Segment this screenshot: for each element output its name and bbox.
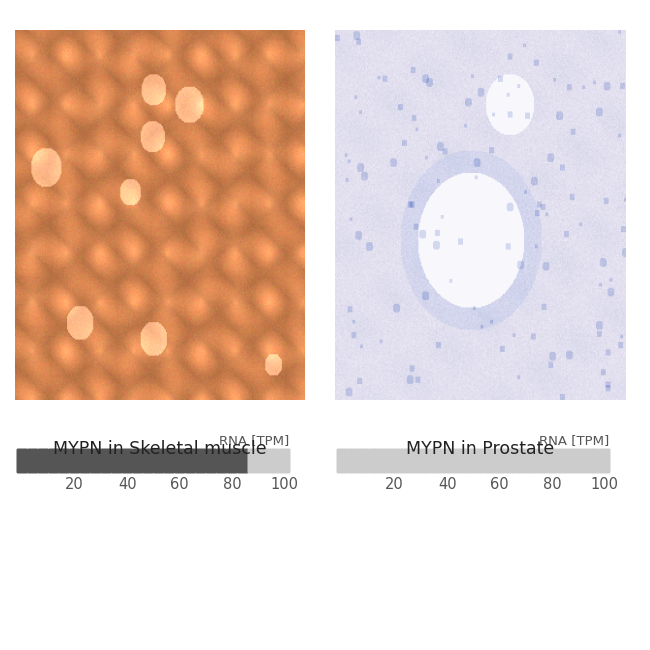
FancyBboxPatch shape <box>279 448 291 473</box>
FancyBboxPatch shape <box>567 448 579 473</box>
Text: RNA [TPM]: RNA [TPM] <box>219 434 289 447</box>
FancyBboxPatch shape <box>378 448 390 473</box>
FancyBboxPatch shape <box>111 448 122 473</box>
Text: 100: 100 <box>591 477 619 492</box>
FancyBboxPatch shape <box>174 448 185 473</box>
Text: 80: 80 <box>543 477 562 492</box>
FancyBboxPatch shape <box>368 448 380 473</box>
FancyBboxPatch shape <box>27 448 38 473</box>
FancyBboxPatch shape <box>16 448 28 473</box>
FancyBboxPatch shape <box>90 448 101 473</box>
FancyBboxPatch shape <box>441 448 453 473</box>
FancyBboxPatch shape <box>226 448 238 473</box>
Text: RNA [TPM]: RNA [TPM] <box>539 434 609 447</box>
FancyBboxPatch shape <box>185 448 196 473</box>
FancyBboxPatch shape <box>588 448 600 473</box>
FancyBboxPatch shape <box>153 448 164 473</box>
Text: 20: 20 <box>385 477 404 492</box>
FancyBboxPatch shape <box>237 448 248 473</box>
FancyBboxPatch shape <box>69 448 81 473</box>
FancyBboxPatch shape <box>557 448 569 473</box>
FancyBboxPatch shape <box>195 448 207 473</box>
Text: 60: 60 <box>491 477 509 492</box>
FancyBboxPatch shape <box>547 448 558 473</box>
FancyBboxPatch shape <box>452 448 463 473</box>
FancyBboxPatch shape <box>599 448 610 473</box>
Text: 20: 20 <box>66 477 84 492</box>
FancyBboxPatch shape <box>205 448 217 473</box>
Text: 40: 40 <box>438 477 456 492</box>
FancyBboxPatch shape <box>389 448 400 473</box>
FancyBboxPatch shape <box>164 448 175 473</box>
FancyBboxPatch shape <box>142 448 154 473</box>
FancyBboxPatch shape <box>431 448 443 473</box>
FancyBboxPatch shape <box>337 448 348 473</box>
FancyBboxPatch shape <box>216 448 228 473</box>
FancyBboxPatch shape <box>268 448 280 473</box>
FancyBboxPatch shape <box>525 448 537 473</box>
FancyBboxPatch shape <box>421 448 432 473</box>
FancyBboxPatch shape <box>132 448 144 473</box>
FancyBboxPatch shape <box>248 448 259 473</box>
FancyBboxPatch shape <box>122 448 133 473</box>
FancyBboxPatch shape <box>484 448 495 473</box>
FancyBboxPatch shape <box>463 448 474 473</box>
FancyBboxPatch shape <box>504 448 516 473</box>
FancyBboxPatch shape <box>515 448 527 473</box>
FancyBboxPatch shape <box>347 448 359 473</box>
Text: MYPN in Prostate: MYPN in Prostate <box>406 440 554 458</box>
FancyBboxPatch shape <box>38 448 49 473</box>
FancyBboxPatch shape <box>410 448 421 473</box>
FancyBboxPatch shape <box>258 448 270 473</box>
Text: 80: 80 <box>223 477 242 492</box>
FancyBboxPatch shape <box>578 448 590 473</box>
Text: 40: 40 <box>118 477 136 492</box>
FancyBboxPatch shape <box>48 448 60 473</box>
FancyBboxPatch shape <box>101 448 112 473</box>
FancyBboxPatch shape <box>494 448 506 473</box>
FancyBboxPatch shape <box>400 448 411 473</box>
FancyBboxPatch shape <box>358 448 369 473</box>
FancyBboxPatch shape <box>536 448 547 473</box>
FancyBboxPatch shape <box>58 448 70 473</box>
Text: MYPN in Skeletal muscle: MYPN in Skeletal muscle <box>53 440 266 458</box>
Text: 100: 100 <box>271 477 299 492</box>
FancyBboxPatch shape <box>473 448 484 473</box>
FancyBboxPatch shape <box>79 448 91 473</box>
Text: 60: 60 <box>170 477 189 492</box>
